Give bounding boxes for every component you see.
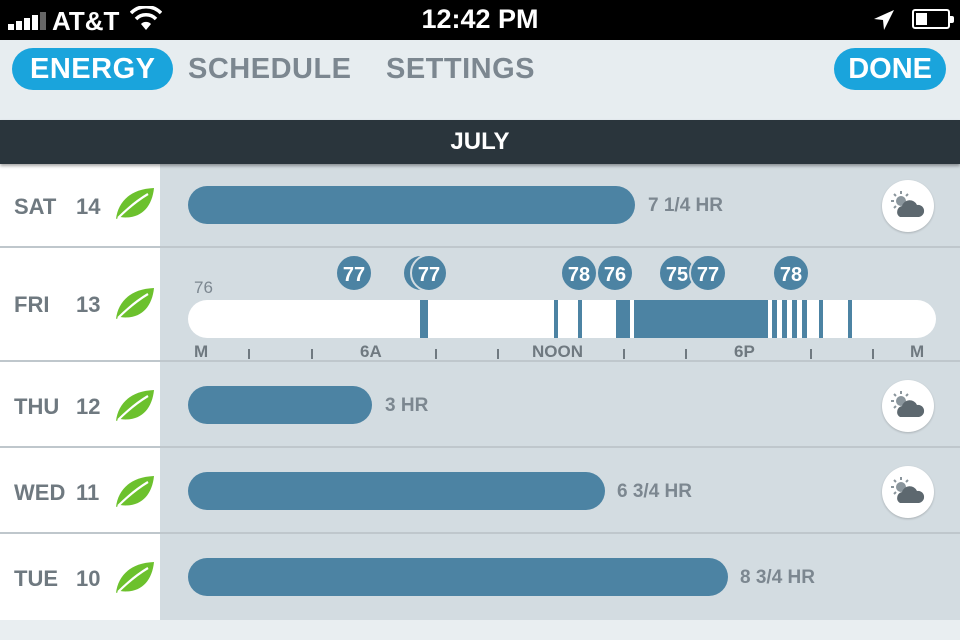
heating-segment: [782, 300, 787, 338]
leaf-icon: [116, 562, 154, 593]
status-time: 12:42 PM: [421, 4, 539, 34]
row-date: 14: [76, 194, 101, 219]
setpoint-bubble[interactable]: 78: [560, 254, 598, 292]
axis-label-midnight-end: M: [910, 342, 925, 361]
weather-button[interactable]: [882, 466, 934, 518]
heating-segment: [848, 300, 852, 338]
done-button[interactable]: DONE: [834, 48, 946, 90]
leaf-icon: [116, 476, 154, 507]
axis-tick: [311, 349, 313, 359]
history-row-thu[interactable]: THU 12 3 HR: [0, 362, 960, 448]
heating-segment: [772, 300, 777, 338]
row-date: 10: [76, 566, 101, 591]
history-row-sat[interactable]: SAT 14 7 1/4 HR: [0, 164, 960, 248]
history-row-wed[interactable]: WED 11 6 3/4 HR: [0, 448, 960, 534]
heating-segment: [420, 300, 428, 338]
heating-segment: [616, 300, 630, 338]
setpoint-bubble[interactable]: 77: [335, 254, 373, 292]
status-bar: AT&T 12:42 PM: [0, 0, 960, 40]
row-day: SAT: [14, 194, 57, 219]
heating-segment: [792, 300, 797, 338]
setpoint-bubble[interactable]: 77: [410, 254, 448, 292]
signal-strength-icon: [8, 12, 46, 30]
partly-cloudy-icon: [891, 391, 925, 417]
axis-tick: [248, 349, 250, 359]
usage-duration: 6 3/4 HR: [617, 481, 692, 502]
axis-tick: [872, 349, 874, 359]
heating-segment: [802, 300, 807, 338]
tab-energy[interactable]: ENERGY: [12, 48, 174, 90]
axis-tick: [685, 349, 687, 359]
usage-duration: 8 3/4 HR: [740, 567, 815, 588]
partly-cloudy-icon: [891, 191, 925, 217]
row-date: 11: [76, 480, 100, 505]
list-footer: [0, 620, 960, 640]
weather-button[interactable]: [882, 180, 934, 232]
row-day: THU: [14, 394, 60, 419]
setpoint-bubble[interactable]: 77: [689, 254, 727, 292]
axis-label-6a: 6A: [360, 342, 382, 361]
hourly-timeline: [188, 300, 936, 338]
tab-settings[interactable]: SETTINGS: [386, 53, 536, 85]
weather-button[interactable]: [882, 380, 934, 432]
row-day: TUE: [14, 566, 58, 591]
leaf-icon: [116, 390, 154, 421]
location-arrow-icon: [874, 10, 894, 30]
usage-duration: 3 HR: [385, 395, 429, 416]
row-day: WED: [14, 480, 66, 505]
row-date: 13: [76, 292, 101, 317]
row-date: 12: [76, 394, 101, 419]
top-navigation: ENERGY SCHEDULE SETTINGS DONE: [0, 40, 960, 120]
usage-bar: [188, 386, 372, 424]
setpoint-bubble[interactable]: 78: [772, 254, 810, 292]
axis-label-noon: NOON: [532, 342, 583, 361]
axis-tick: [623, 349, 625, 359]
axis-tick: [435, 349, 437, 359]
axis-tick: [810, 349, 812, 359]
partly-cloudy-icon: [891, 477, 925, 503]
heating-segment: [554, 300, 558, 338]
axis-tick: [497, 349, 499, 359]
wifi-icon: [130, 6, 162, 30]
setpoint-bubble[interactable]: 76: [596, 254, 634, 292]
usage-duration: 7 1/4 HR: [648, 195, 723, 216]
battery-icon: [912, 9, 954, 29]
heating-segment: [634, 300, 768, 338]
carrier-name: AT&T: [52, 6, 120, 36]
row-day: FRI: [14, 292, 50, 317]
axis-label-midnight-start: M: [194, 342, 209, 361]
tab-schedule[interactable]: SCHEDULE: [188, 53, 352, 85]
axis-label-6p: 6P: [734, 342, 755, 361]
usage-bar: [188, 558, 728, 596]
heating-segment: [819, 300, 823, 338]
leaf-icon: [116, 288, 154, 319]
leaf-icon: [116, 188, 154, 219]
month-header: JULY: [0, 120, 960, 164]
heating-segment: [578, 300, 582, 338]
usage-bar: [188, 472, 605, 510]
start-setpoint: 76: [194, 278, 213, 297]
usage-bar: [188, 186, 635, 224]
history-row-tue[interactable]: TUE 10 8 3/4 HR: [0, 534, 960, 620]
